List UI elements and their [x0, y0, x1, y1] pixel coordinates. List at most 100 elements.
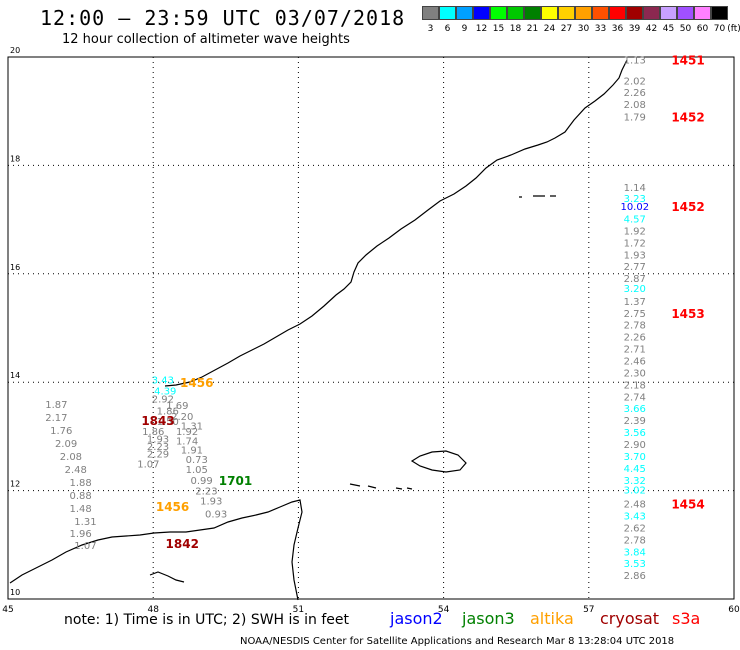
pass-time-label: 1843 [141, 414, 174, 428]
swh-reading-label: 1.37 [624, 297, 646, 308]
scale-swatch [677, 6, 694, 20]
lon-tick-label: 57 [583, 605, 594, 615]
swh-reading-label: 2.90 [624, 440, 646, 451]
swh-reading-label: 1.93 [147, 435, 169, 446]
scale-label: 39 [628, 24, 641, 34]
swh-reading-label: 1.76 [50, 426, 72, 437]
scale-label: 15 [492, 24, 505, 34]
pass-time-label: 1452 [671, 111, 704, 125]
swh-reading-label: 2.23 [195, 487, 217, 498]
swh-reading-label: 2.08 [624, 100, 646, 111]
swh-reading-label: 1.07 [74, 541, 96, 552]
swh-reading-label: 4.57 [624, 215, 646, 226]
pass-time-label: 1451 [671, 54, 704, 68]
swh-reading-label: 2.86 [624, 571, 646, 582]
lon-tick-label: 45 [2, 605, 13, 615]
swh-reading-label: 1.93 [624, 250, 646, 261]
scale-unit-label: (ft) [727, 24, 740, 34]
scale-label: 12 [475, 24, 488, 34]
lon-tick-label: 48 [147, 605, 159, 615]
swh-reading-label: 2.71 [624, 345, 646, 356]
swh-reading-label: 3.20 [624, 284, 646, 295]
swh-reading-label: 0.99 [190, 476, 212, 487]
swh-reading-label: 2.78 [624, 535, 646, 546]
swh-reading-label: 3.53 [624, 559, 646, 570]
satellite-legend-altika: altika [530, 609, 574, 628]
scale-label: 3 [427, 24, 434, 34]
lon-tick-label: 54 [438, 605, 450, 615]
swh-reading-label: 3.66 [624, 404, 646, 415]
satellite-legend-cryosat: cryosat [600, 609, 660, 628]
small-islands [149, 195, 556, 583]
swh-reading-label: 2.20 [171, 412, 193, 423]
lat-tick-label: 10 [10, 588, 20, 597]
scale-label: 24 [543, 24, 556, 34]
swh-reading-label: 3.32 [624, 476, 646, 487]
socotra-island [410, 450, 467, 473]
frame-border [7, 56, 735, 600]
swh-reading-label: 2.18 [624, 380, 646, 391]
scale-swatch [439, 6, 456, 20]
swh-reading-label: 1.86 [142, 427, 164, 438]
lat-lon-grid: 45 48 51 54 57 60 20 18 16 14 12 10 [2, 46, 740, 615]
swh-reading-label: 4.45 [624, 464, 646, 475]
scale-swatch [473, 6, 490, 20]
swh-reading-label: 2.29 [147, 450, 169, 461]
swh-reading-label: 3.02 [624, 486, 646, 497]
swh-reading-label: 0.93 [205, 509, 227, 520]
scale-label: 45 [662, 24, 675, 34]
lat-tick-label: 20 [10, 46, 20, 55]
scale-swatch [575, 6, 592, 20]
pass-time-label: 1842 [166, 537, 199, 551]
swh-reading-label: 2.09 [55, 439, 77, 450]
swh-reading-label: 1.88 [69, 478, 91, 489]
footer-credit: NOAA/NESDIS Center for Satellite Applica… [240, 636, 675, 647]
swh-reading-label: 1.69 [166, 401, 188, 412]
swh-reading-label: 1.93 [200, 496, 222, 507]
swh-reading-label: 1.96 [69, 529, 91, 540]
swh-reading-label: 1.05 [186, 465, 208, 476]
scale-swatch [711, 6, 728, 20]
swh-reading-label: 1.86 [157, 406, 179, 417]
note-text: note: 1) Time is in UTC; 2) SWH is in fe… [64, 612, 350, 628]
swh-reading-label: 1.14 [624, 183, 646, 194]
lat-tick-label: 12 [10, 480, 20, 489]
swh-reading-label: 2.17 [45, 413, 67, 424]
swh-reading-label: 1.92 [176, 427, 198, 438]
scale-label: 50 [679, 24, 692, 34]
scale-swatch [490, 6, 507, 20]
swh-reading-label: 4.39 [154, 386, 176, 397]
swh-reading-label: 1.91 [181, 445, 203, 456]
swh-reading-label: 3.70 [624, 452, 646, 463]
swh-reading-label: 2.02 [624, 76, 646, 87]
pass-time-label: 1454 [671, 498, 704, 512]
swh-reading-label: 3.84 [624, 547, 646, 558]
scale-swatch [626, 6, 643, 20]
pass-time-label: 1701 [219, 474, 252, 488]
scale-swatch [694, 6, 711, 20]
swh-reading-label: 3.56 [624, 428, 646, 439]
swh-reading-label: 1.87 [45, 400, 67, 411]
scale-swatch [507, 6, 524, 20]
scale-label: 36 [611, 24, 624, 34]
swh-reading-label: 3.23 [624, 194, 646, 205]
african-coastline [9, 499, 303, 601]
swh-reading-label: 0.73 [186, 455, 208, 466]
swh-reading-label: 1.13 [624, 56, 646, 67]
lat-tick-label: 18 [10, 154, 20, 163]
swh-reading-label: 0.88 [69, 491, 91, 502]
swh-reading-label: 2.87 [624, 274, 646, 285]
map-title: 12:00 — 23:59 UTC 03/07/2018 [40, 6, 406, 30]
swh-reading-label: 2.30 [624, 368, 646, 379]
lon-tick-label: 51 [293, 605, 304, 615]
swh-reading-label: 1.92 [624, 226, 646, 237]
swh-reading-label: 2.23 [147, 442, 169, 453]
swh-reading-label: 2.26 [624, 333, 646, 344]
swh-reading-label: 10.02 [620, 202, 649, 213]
map-frame [7, 56, 735, 600]
swh-reading-label: 2.48 [624, 500, 646, 511]
swh-reading-label: 2.92 [152, 394, 174, 405]
swh-reading-label: 2.75 [624, 309, 646, 320]
scale-swatch [456, 6, 473, 20]
swh-reading-label: 2.74 [624, 392, 646, 403]
